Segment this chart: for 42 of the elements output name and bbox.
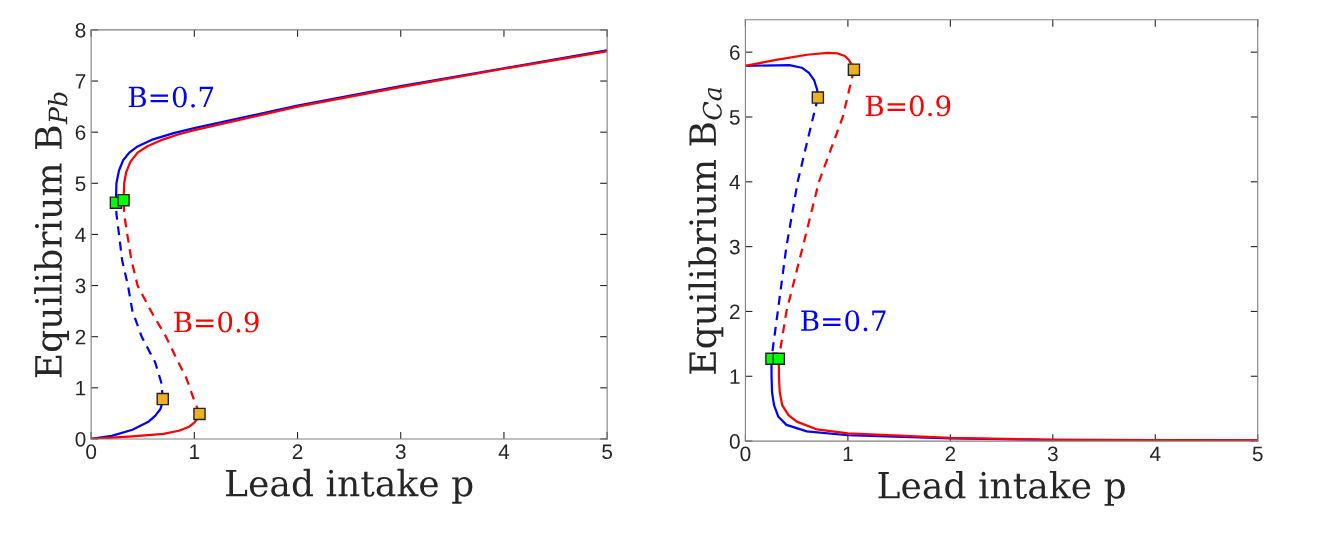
x-tick-label: 5 [1252, 446, 1263, 462]
x-tick-label: 4 [498, 444, 510, 459]
y-tick-label: 3 [729, 239, 740, 255]
x-tick-label: 3 [1047, 446, 1058, 462]
x-tick-label: 0 [740, 446, 751, 462]
y-tick-label: 1 [76, 381, 86, 396]
y-tick-label: 5 [729, 110, 740, 125]
x-axis-title: Lead intake p [226, 468, 473, 504]
x-tick-label: 1 [843, 446, 853, 462]
series-label: B=0.9 [865, 95, 951, 117]
x-tick-label: 1 [190, 444, 200, 459]
y-tick-label: 3 [75, 278, 86, 294]
y-tick-label: 4 [75, 227, 86, 242]
point [847, 63, 861, 76]
y-tick-label: 0 [729, 434, 740, 449]
y-tick-label: 7 [75, 74, 86, 89]
y-axis-title: Equilibrium B$_{Pb}$ [34, 92, 70, 378]
point [193, 407, 206, 421]
x-axis-title: Lead intake p [878, 470, 1125, 506]
y-tick-label: 2 [75, 329, 86, 345]
y-axis-title: Equilibrium B$_{Ca}$ [688, 87, 724, 374]
series-label: B=0.9 [174, 311, 259, 333]
x-tick-label: 3 [395, 444, 406, 460]
point [156, 392, 170, 406]
y-tick-label: 2 [730, 304, 740, 319]
x-tick-label: 4 [1149, 446, 1161, 462]
y-tick-label: 1 [730, 369, 740, 384]
x-tick-label: 2 [945, 446, 956, 462]
series-label: B=0.7 [801, 310, 886, 332]
y-tick-label: 8 [75, 22, 86, 38]
point [772, 352, 786, 366]
point [117, 193, 130, 207]
y-tick-label: 6 [730, 45, 740, 60]
point [811, 91, 825, 104]
y-tick-label: 0 [75, 431, 86, 447]
x-tick-label: 2 [292, 444, 303, 459]
y-tick-label: 5 [75, 176, 86, 192]
x-tick-label: 5 [602, 444, 613, 460]
y-tick-label: 6 [75, 125, 86, 140]
series-label: B=0.7 [128, 86, 214, 108]
x-tick-label: 0 [86, 444, 97, 460]
y-tick-label: 4 [729, 175, 740, 190]
